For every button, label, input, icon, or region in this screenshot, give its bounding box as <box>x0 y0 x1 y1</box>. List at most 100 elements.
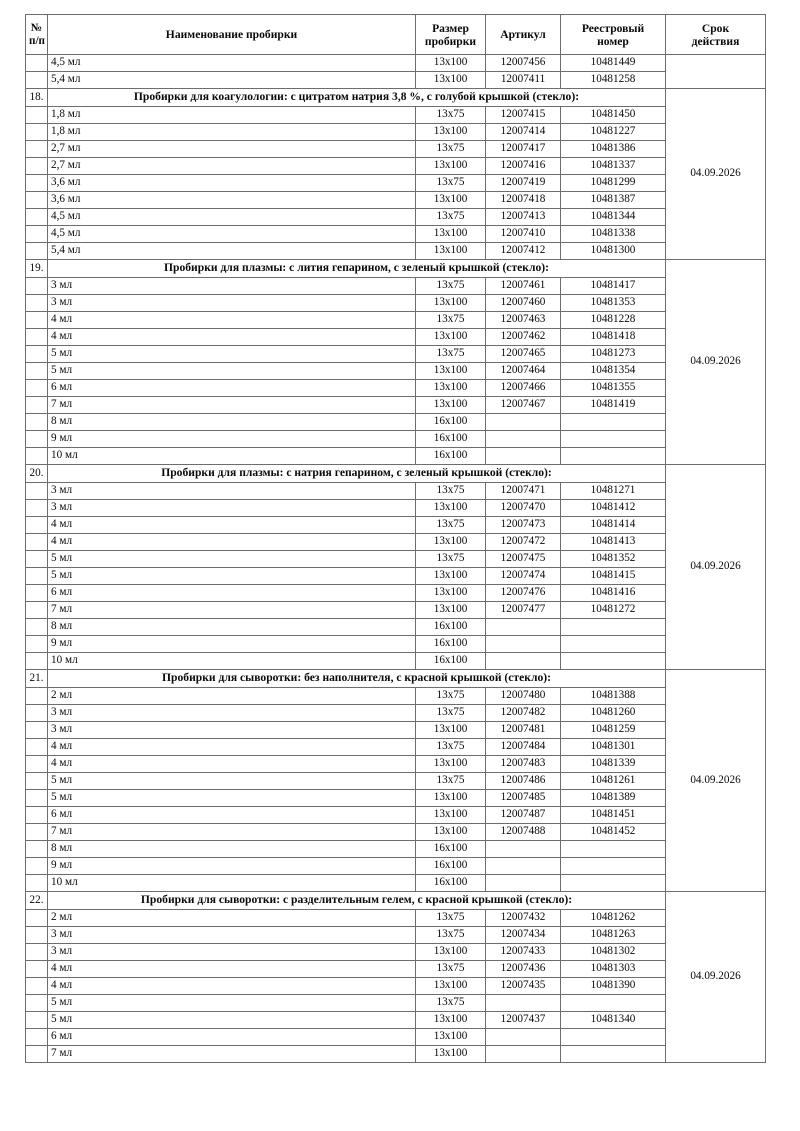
tube-name-cell: 4 мл <box>47 960 416 978</box>
table-row: 4 мл 13х100 12007483 10481339 <box>25 755 766 773</box>
article-cell <box>485 652 561 670</box>
tube-size-cell: 13х75 <box>415 106 486 124</box>
tube-name-cell: 5,4 мл <box>47 242 416 260</box>
tube-size-cell: 16х100 <box>415 430 486 448</box>
article-cell: 12007437 <box>485 1011 561 1029</box>
article-cell: 12007433 <box>485 943 561 961</box>
table-row: 8 мл 16х100 <box>25 618 766 636</box>
table-row: 5 мл 13х75 12007486 10481261 <box>25 772 766 790</box>
article-cell: 12007417 <box>485 140 561 158</box>
row-number-cell <box>25 1011 48 1029</box>
row-number-cell <box>25 447 48 465</box>
row-number-cell <box>25 994 48 1012</box>
article-cell: 12007474 <box>485 567 561 585</box>
section-title: Пробирки для сыворотки: с разделительным… <box>47 891 666 910</box>
table-row: 3 мл 13х100 12007433 10481302 <box>25 943 766 961</box>
tube-size-cell: 13х75 <box>415 208 486 226</box>
tube-name-cell: 6 мл <box>47 806 416 824</box>
tube-size-cell: 13х100 <box>415 328 486 346</box>
registry-number-cell: 10481260 <box>560 704 666 722</box>
tube-name-cell: 3,6 мл <box>47 174 416 192</box>
registry-number-cell: 10481450 <box>560 106 666 124</box>
row-number-cell <box>25 123 48 141</box>
tubes-table: № п/п Наименование пробирки Размер проби… <box>25 14 766 1063</box>
row-number-cell <box>25 909 48 927</box>
row-number-cell <box>25 225 48 243</box>
registry-number-cell: 10481353 <box>560 294 666 312</box>
tube-size-cell: 16х100 <box>415 840 486 858</box>
registry-number-cell <box>560 1028 666 1046</box>
article-cell: 12007476 <box>485 584 561 602</box>
table-row: 4 мл 13х75 12007463 10481228 <box>25 311 766 329</box>
section-header-row: 19. Пробирки для плазмы: с лития гепарино… <box>25 259 766 465</box>
article-cell <box>485 994 561 1012</box>
registry-number-cell: 10481273 <box>560 345 666 363</box>
tube-name-cell: 7 мл <box>47 601 416 619</box>
row-number-cell <box>25 482 48 500</box>
registry-number-cell: 10481337 <box>560 157 666 175</box>
tube-size-cell: 13х75 <box>415 174 486 192</box>
validity-term <box>665 54 766 89</box>
table-row: 4 мл 13х100 12007472 10481413 <box>25 533 766 551</box>
registry-number-cell: 10481451 <box>560 806 666 824</box>
article-cell: 12007415 <box>485 106 561 124</box>
table-row: 5 мл 13х100 12007464 10481354 <box>25 362 766 380</box>
article-cell: 12007462 <box>485 328 561 346</box>
tube-size-cell: 13х100 <box>415 54 486 72</box>
article-cell: 12007467 <box>485 396 561 414</box>
table-row: 2 мл 13х75 12007480 10481388 <box>25 687 766 705</box>
tube-size-cell: 13х100 <box>415 977 486 995</box>
table-row: 3 мл 13х75 12007461 10481417 <box>25 277 766 295</box>
table-row: 4,5 мл 13х100 12007410 10481338 <box>25 225 766 243</box>
registry-number-cell: 10481414 <box>560 516 666 534</box>
tube-size-cell: 13х100 <box>415 123 486 141</box>
registry-number-cell: 10481449 <box>560 54 666 72</box>
registry-number-cell: 10481301 <box>560 738 666 756</box>
section-title: Пробирки для плазмы: с лития гепарином, … <box>47 259 666 278</box>
row-number-cell <box>25 857 48 875</box>
registry-number-cell: 10481262 <box>560 909 666 927</box>
section-number: 20. <box>25 464 48 483</box>
registry-number-cell: 10481300 <box>560 242 666 260</box>
section-header-row: 21. Пробирки для сыворотки: без наполните… <box>25 669 766 892</box>
article-cell: 12007485 <box>485 789 561 807</box>
article-cell: 12007412 <box>485 242 561 260</box>
tube-name-cell: 5 мл <box>47 362 416 380</box>
tube-size-cell: 13х100 <box>415 242 486 260</box>
column-header-size-line1: Размер <box>432 21 469 35</box>
tube-name-cell: 4 мл <box>47 755 416 773</box>
tube-name-cell: 3 мл <box>47 294 416 312</box>
tube-size-cell: 13х100 <box>415 1028 486 1046</box>
article-cell <box>485 635 561 653</box>
column-header-registry-line1: Реестровый <box>581 21 645 35</box>
table-row: 3 мл 13х75 12007471 10481271 <box>25 482 766 500</box>
tube-name-cell: 4 мл <box>47 328 416 346</box>
registry-number-cell: 10481338 <box>560 225 666 243</box>
tube-size-cell: 16х100 <box>415 857 486 875</box>
column-header-registry-line2: номер <box>597 34 629 48</box>
tube-name-cell: 3 мл <box>47 482 416 500</box>
table-row: 3 мл 13х75 12007482 10481260 <box>25 704 766 722</box>
section-header-row: 22. Пробирки для сыворотки: с разделитель… <box>25 891 766 1063</box>
table-row: 2 мл 13х75 12007432 10481262 <box>25 909 766 927</box>
tube-name-cell: 8 мл <box>47 840 416 858</box>
table-row: 8 мл 16х100 <box>25 840 766 858</box>
tube-size-cell: 13х100 <box>415 789 486 807</box>
article-cell: 12007486 <box>485 772 561 790</box>
row-number-cell <box>25 362 48 380</box>
article-cell: 12007475 <box>485 550 561 568</box>
article-cell: 12007482 <box>485 704 561 722</box>
row-number-cell <box>25 738 48 756</box>
tube-name-cell: 4 мл <box>47 533 416 551</box>
row-number-cell <box>25 823 48 841</box>
table-row: 6 мл 13х100 12007487 10481451 <box>25 806 766 824</box>
registry-number-cell: 10481303 <box>560 960 666 978</box>
row-number-cell <box>25 806 48 824</box>
row-number-cell <box>25 977 48 995</box>
article-cell <box>485 618 561 636</box>
registry-number-cell: 10481390 <box>560 977 666 995</box>
tube-name-cell: 6 мл <box>47 1028 416 1046</box>
registry-number-cell: 10481354 <box>560 362 666 380</box>
table-row: 5 мл 13х75 12007475 10481352 <box>25 550 766 568</box>
tube-name-cell: 4,5 мл <box>47 208 416 226</box>
